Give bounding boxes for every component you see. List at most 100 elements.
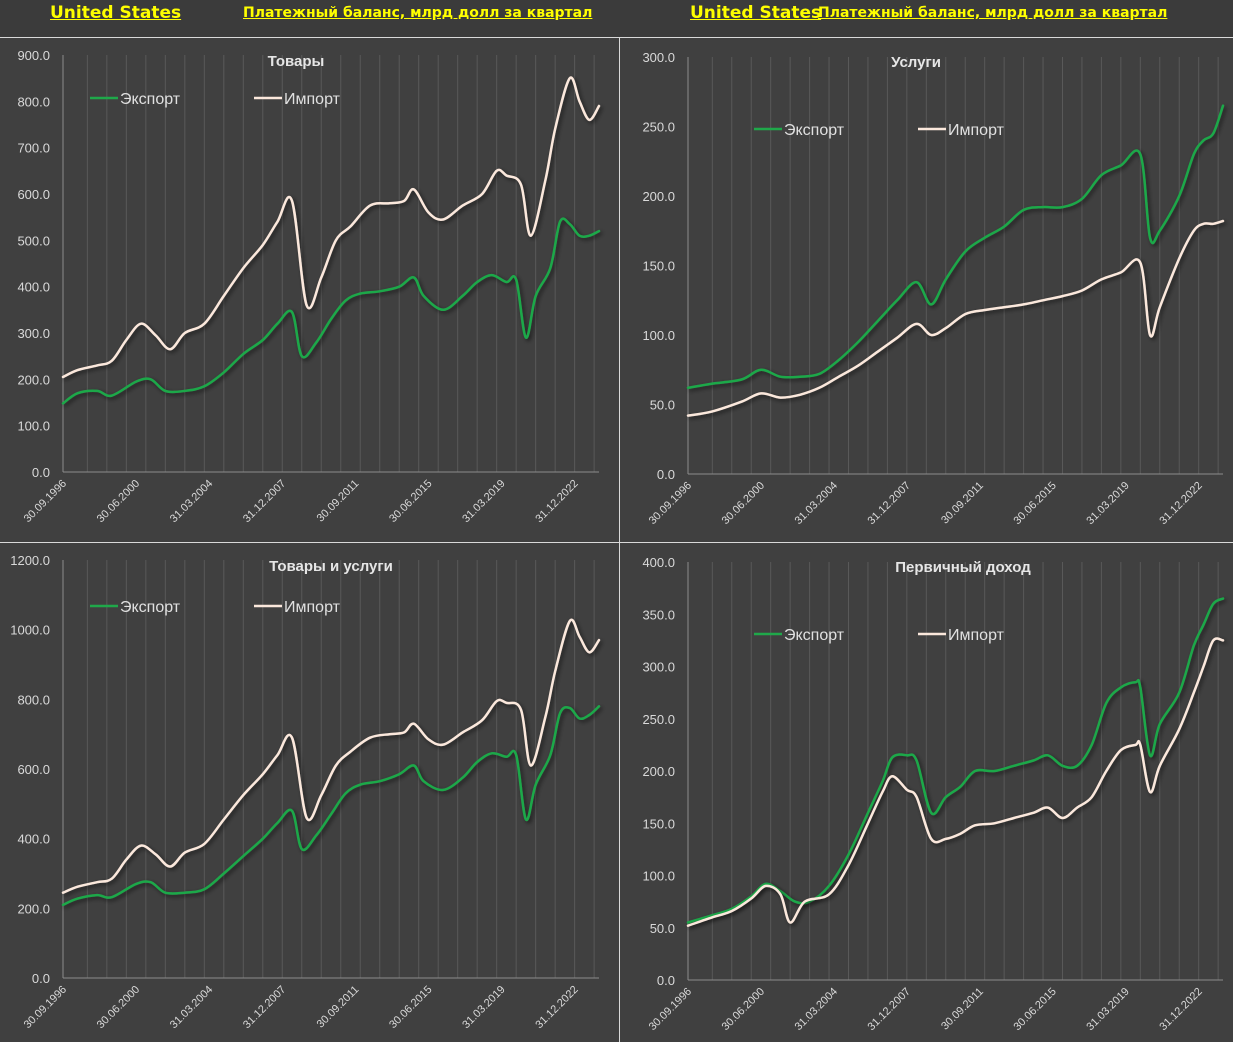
y-tick-label: 600.0	[17, 762, 50, 777]
x-tick-label: 31.03.2004	[168, 984, 215, 1031]
separator-top	[0, 37, 1233, 38]
series-line-import	[686, 637, 1225, 927]
y-tick-label: 100.0	[17, 419, 50, 434]
series-line-export	[686, 597, 1225, 924]
chart-panel-services: 0.0 50.0 100.0 150.0 200.0 250.0 300.0 30.09.19…	[620, 38, 1233, 542]
y-tick-label: 800.0	[17, 692, 50, 707]
x-tick-label: 30.09.1996	[22, 984, 69, 1031]
y-tick-label: 400.0	[642, 555, 675, 570]
x-tick-label: 31.03.2019	[1084, 480, 1131, 527]
x-tick-label: 30.09.2011	[939, 480, 986, 527]
chart-primary-income: 0.0 50.0 100.0 150.0 200.0 250.0 300.0 350.0 400…	[642, 555, 1225, 1033]
legend-label-import: Импорт	[948, 627, 1005, 644]
series-line-import	[686, 219, 1225, 417]
y-tick-label: 350.0	[642, 607, 675, 622]
x-tick-label: 31.12.2007	[241, 984, 288, 1031]
x-tick-label: 30.09.2011	[315, 478, 362, 525]
y-tick-label: 200.0	[642, 189, 675, 204]
legend-label-import: Импорт	[284, 599, 341, 616]
header-subtitle-right: Платежный баланс, млрд долл за квартал	[818, 5, 1168, 21]
x-tick-label: 31.12.2007	[866, 986, 913, 1033]
chart-goods: 0.0 100.0 200.0 300.0 400.0 500.0 600.0 700.0 80…	[17, 48, 601, 525]
legend-label-export: Экспорт	[120, 599, 181, 616]
legend-label-export: Экспорт	[120, 91, 181, 108]
series-line-import	[61, 618, 601, 894]
y-tick-label: 150.0	[642, 816, 675, 831]
x-tick-label: 30.09.1996	[647, 986, 694, 1033]
y-tick-label: 50.0	[650, 398, 675, 413]
y-tick-label: 0.0	[32, 971, 50, 986]
y-tick-label: 100.0	[642, 869, 675, 884]
x-tick-label: 31.12.2022	[533, 984, 580, 1031]
y-tick-label: 300.0	[642, 660, 675, 675]
header-country-right: United States	[690, 3, 822, 23]
x-tick-label: 30.09.1996	[647, 480, 694, 527]
chart-panel-primary-income: 0.0 50.0 100.0 150.0 200.0 250.0 300.0 350.0 400…	[620, 543, 1233, 1042]
x-tick-label: 31.12.2022	[1157, 986, 1204, 1033]
y-tick-label: 1200.0	[10, 553, 50, 568]
legend-label-import: Импорт	[948, 122, 1005, 139]
y-tick-label: 300.0	[642, 50, 675, 65]
legend-label-export: Экспорт	[784, 627, 845, 644]
x-tick-label: 30.06.2015	[387, 984, 434, 1031]
x-tick-label: 30.06.2000	[720, 480, 767, 527]
x-tick-label: 31.12.2007	[241, 478, 288, 525]
x-tick-label: 31.12.2022	[1157, 480, 1204, 527]
x-tick-label: 30.06.2015	[1011, 480, 1058, 527]
header-country-left: United States	[50, 3, 182, 23]
x-tick-label: 30.09.2011	[939, 986, 986, 1033]
chart-title: Товары и услуги	[269, 558, 393, 575]
x-tick-label: 30.09.2011	[315, 984, 362, 1031]
x-tick-label: 31.03.2004	[168, 478, 215, 525]
y-tick-label: 150.0	[642, 259, 675, 274]
series-line-export	[686, 104, 1225, 390]
y-tick-label: 250.0	[642, 712, 675, 727]
x-tick-label: 31.12.2007	[866, 480, 913, 527]
x-tick-label: 30.06.2015	[1011, 986, 1058, 1033]
chart-panel-goods: 0.0 100.0 200.0 300.0 400.0 500.0 600.0 700.0 80…	[0, 38, 619, 542]
x-tick-label: 30.06.2000	[95, 478, 142, 525]
y-tick-label: 400.0	[17, 832, 50, 847]
series-line-export	[61, 217, 601, 405]
separator-vertical	[619, 37, 620, 1042]
y-tick-label: 400.0	[17, 280, 50, 295]
x-tick-label: 30.06.2015	[387, 478, 434, 525]
series-line-export	[61, 705, 601, 907]
y-tick-label: 200.0	[642, 764, 675, 779]
y-tick-label: 50.0	[650, 921, 675, 936]
y-tick-label: 200.0	[17, 372, 50, 387]
chart-goods-services: 0.0 200.0 400.0 600.0 800.0 1000.0 1200.0 30.09…	[10, 553, 601, 1031]
chart-title: Услуги	[891, 54, 941, 71]
x-tick-label: 30.06.2000	[95, 984, 142, 1031]
y-tick-label: 700.0	[17, 141, 50, 156]
y-tick-label: 0.0	[657, 973, 675, 988]
series-line-import	[61, 76, 601, 379]
y-tick-label: 600.0	[17, 187, 50, 202]
y-tick-label: 0.0	[657, 467, 675, 482]
x-tick-label: 31.03.2004	[793, 480, 840, 527]
y-tick-label: 900.0	[17, 48, 50, 63]
x-tick-label: 31.03.2019	[460, 984, 507, 1031]
x-tick-label: 30.09.1996	[22, 478, 69, 525]
chart-title: Товары	[268, 53, 325, 70]
header-subtitle-left: Платежный баланс, млрд долл за квартал	[243, 5, 593, 21]
header-bar: United States Платежный баланс, млрд дол…	[0, 0, 1233, 36]
x-tick-label: 31.03.2019	[1084, 986, 1131, 1033]
chart-title: Первичный доход	[895, 559, 1031, 576]
x-tick-label: 31.03.2019	[460, 478, 507, 525]
y-tick-label: 500.0	[17, 233, 50, 248]
legend-label-import: Импорт	[284, 91, 341, 108]
chart-services: 0.0 50.0 100.0 150.0 200.0 250.0 300.0 30.09.19…	[642, 50, 1225, 527]
x-tick-label: 30.06.2000	[720, 986, 767, 1033]
chart-panel-goods-services: 0.0 200.0 400.0 600.0 800.0 1000.0 1200.0 30.09…	[0, 543, 619, 1042]
y-tick-label: 0.0	[32, 465, 50, 480]
y-tick-label: 250.0	[642, 120, 675, 135]
y-tick-label: 800.0	[17, 94, 50, 109]
y-tick-label: 300.0	[17, 326, 50, 341]
y-tick-label: 1000.0	[10, 623, 50, 638]
y-tick-label: 100.0	[642, 328, 675, 343]
y-tick-label: 200.0	[17, 901, 50, 916]
legend-label-export: Экспорт	[784, 122, 845, 139]
x-tick-label: 31.03.2004	[793, 986, 840, 1033]
separator-middle	[0, 542, 1233, 543]
